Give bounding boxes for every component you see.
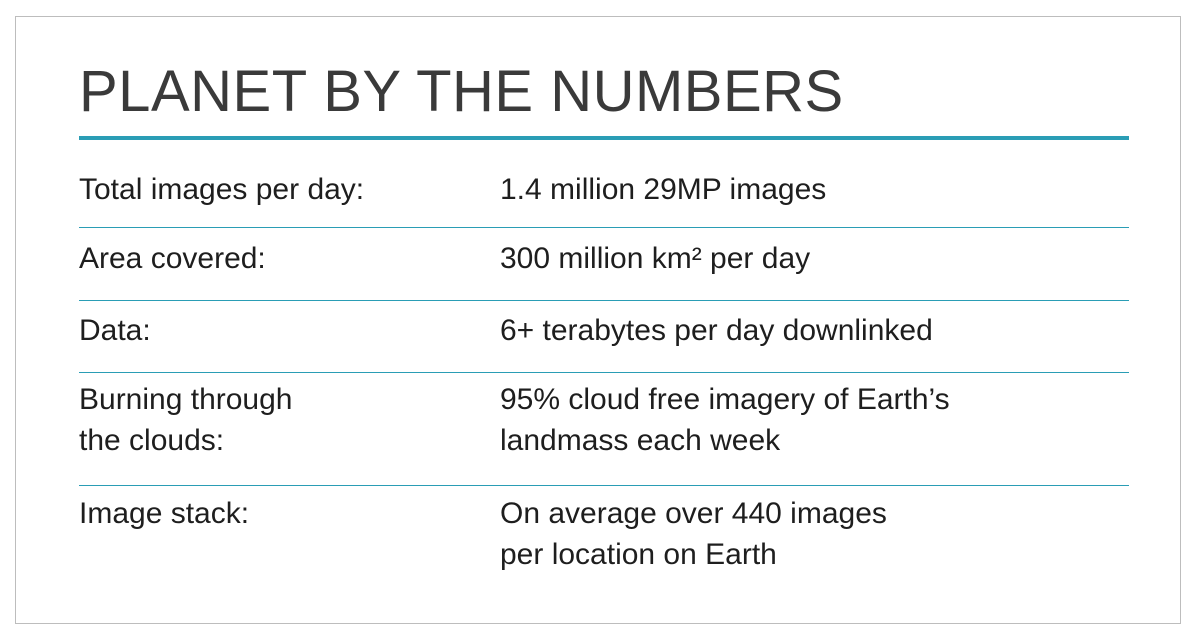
stat-label: Data: bbox=[79, 314, 151, 347]
stat-label: Total images per day: bbox=[79, 173, 365, 206]
stat-row-image-stack: Image stack: On average over 440 images … bbox=[79, 486, 1129, 596]
stat-row-total-images: Total images per day: 1.4 million 29MP i… bbox=[79, 140, 1129, 228]
title-divider bbox=[79, 136, 1129, 140]
stat-row-area-covered: Area covered: 300 million km² per day bbox=[79, 228, 1129, 301]
stat-value: On average over 440 images per location … bbox=[500, 497, 887, 571]
stats-table: Total images per day: 1.4 million 29MP i… bbox=[79, 140, 1129, 596]
stat-row-burning-through-clouds: Burning through the clouds: 95% cloud fr… bbox=[79, 373, 1129, 486]
stats-card bbox=[15, 16, 1181, 624]
page-title: PLANET BY THE NUMBERS bbox=[79, 59, 844, 124]
stat-label: Burning through the clouds: bbox=[79, 383, 293, 457]
stat-row-data: Data: 6+ terabytes per day downlinked bbox=[79, 301, 1129, 373]
stat-label: Area covered: bbox=[79, 242, 266, 275]
stat-value: 1.4 million 29MP images bbox=[500, 173, 827, 206]
stat-value: 6+ terabytes per day downlinked bbox=[500, 314, 933, 347]
stat-value: 95% cloud free imagery of Earth’s landma… bbox=[500, 383, 950, 457]
stat-label: Image stack: bbox=[79, 497, 250, 530]
stat-value: 300 million km² per day bbox=[500, 242, 811, 275]
